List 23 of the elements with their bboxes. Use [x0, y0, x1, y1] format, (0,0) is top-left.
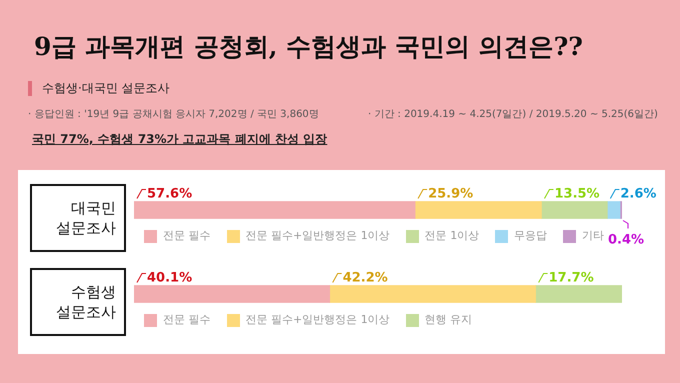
legend-label: 전문 필수+일반행정은 1이상	[246, 228, 390, 244]
data-label: 42.2%	[342, 270, 388, 286]
legend-label: 전문 필수	[163, 228, 210, 244]
chart-title: 9급 과목개편 공청회, 수험생과 국민의 의견은??	[34, 31, 583, 63]
data-label: 25.9%	[428, 186, 474, 202]
y-tick-label: 수험생 설문조사	[55, 282, 116, 322]
legend-label: 무응답	[514, 228, 548, 244]
text: 국민 77%, 수험생 73%가 고교과목 폐지에 찬성 입장	[32, 131, 328, 148]
legend-label: 현행 유지	[424, 312, 472, 328]
legend-label: 전문 필수+일반행정은 1이상	[246, 312, 390, 328]
data-label: 17.7%	[548, 270, 594, 286]
legend-label: 기타	[582, 228, 604, 244]
data-label: 2.6%	[620, 186, 656, 202]
data-label: 0.4%	[608, 232, 644, 248]
chart-subtitle: 수험생·대국민 설문조사	[42, 80, 170, 97]
legend-label: 전문 필수	[163, 312, 210, 328]
data-label: 13.5%	[554, 186, 600, 202]
y-tick-label: 대국민 설문조사	[55, 198, 116, 238]
legend-label: 전문 1이상	[424, 228, 480, 244]
data-label: 40.1%	[147, 270, 192, 286]
text: · 응답인원 : '19년 9급 공채시험 응시자 7,202명 / 국민 3,860명	[28, 108, 319, 121]
text: · 기간 : 2019.4.19 ~ 4.25(7일간) / 2019.5.20 ~ 5.25(6일간)	[368, 108, 658, 121]
data-label: 57.6%	[147, 186, 192, 202]
